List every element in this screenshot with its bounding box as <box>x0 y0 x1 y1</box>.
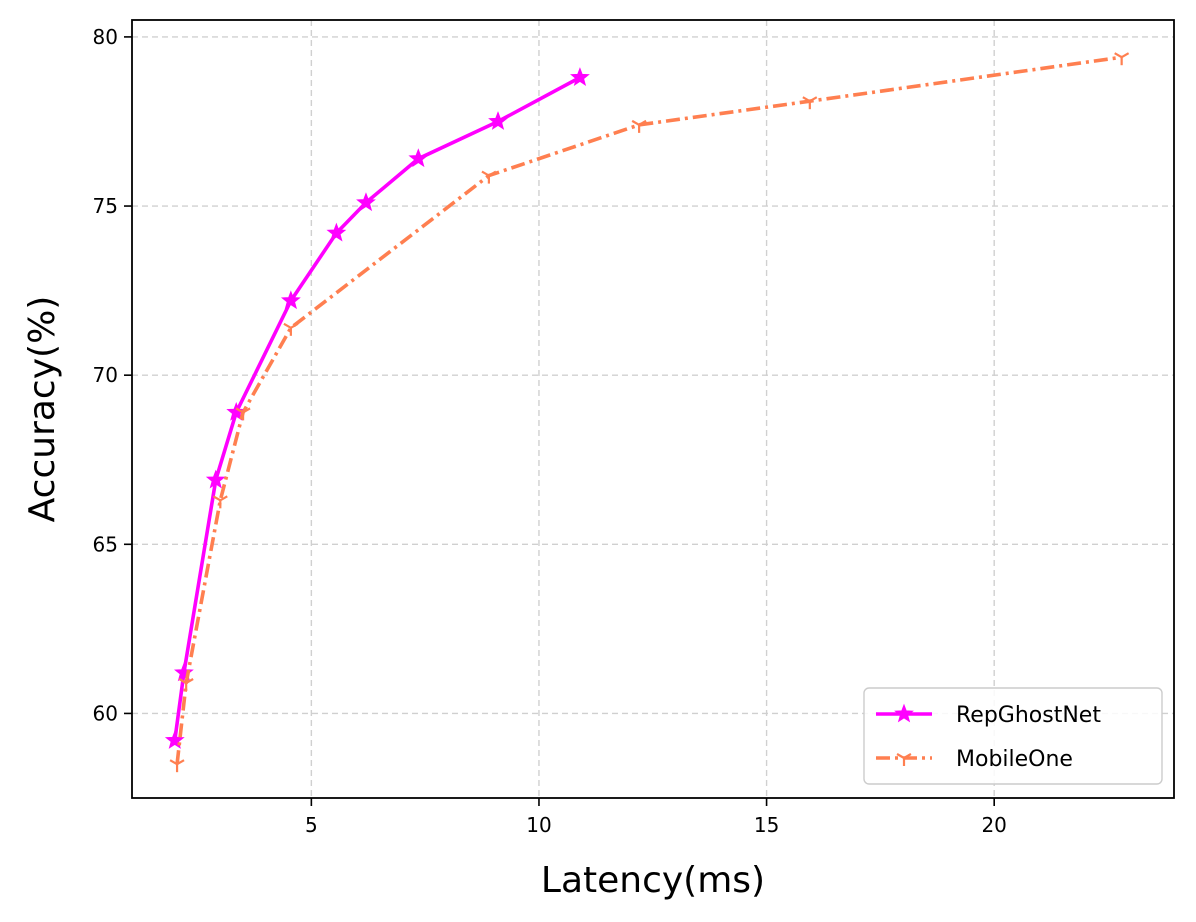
legend-label: RepGhostNet <box>956 703 1101 728</box>
data-point <box>570 67 590 86</box>
data-point <box>280 290 301 310</box>
data-point <box>205 469 226 489</box>
legend-swatch-marker <box>896 753 912 766</box>
data-point <box>1114 52 1130 66</box>
legend: RepGhostNet MobileOne <box>863 687 1163 785</box>
data-point <box>212 495 228 509</box>
series-line <box>175 55 1122 765</box>
data-point <box>408 148 429 168</box>
y-tick-label: 80 <box>93 25 118 49</box>
data-point <box>802 96 818 110</box>
data-point <box>173 662 194 682</box>
x-tick-label: 20 <box>981 813 1006 837</box>
y-axis-title: Accuracy(%) <box>22 296 63 523</box>
legend-label: MobileOne <box>956 747 1073 772</box>
plot-frame <box>131 19 1175 799</box>
data-point <box>283 322 299 336</box>
y-tick-label: 60 <box>93 701 118 725</box>
x-tick-label: 10 <box>526 813 551 837</box>
series-repghostnet <box>164 67 590 749</box>
x-axis-title: Latency(ms) <box>541 860 765 901</box>
y-tick-label: 70 <box>93 363 118 387</box>
series-mobileone <box>169 52 1130 773</box>
data-point <box>169 759 185 773</box>
grid <box>132 20 1174 798</box>
data-point <box>356 192 376 212</box>
data-point <box>326 222 347 242</box>
y-tick-label: 65 <box>93 532 118 556</box>
data-point <box>164 730 185 749</box>
data-point <box>488 111 508 130</box>
legend-item: RepGhostNet <box>876 703 1101 728</box>
legend-swatch-marker <box>894 703 914 723</box>
y-tick-label: 75 <box>93 194 118 218</box>
x-tick-label: 5 <box>305 813 318 837</box>
data-point <box>235 407 251 421</box>
x-tick-label: 15 <box>754 813 779 837</box>
data-point <box>178 678 194 691</box>
legend-box <box>863 687 1163 785</box>
series-line <box>173 75 581 741</box>
legend-item: MobileOne <box>876 747 1073 772</box>
data-point <box>481 170 497 184</box>
data-point <box>631 119 647 133</box>
axis-ticks: 5 10 15 20 60 65 70 75 80 <box>93 25 1007 837</box>
plot-series <box>164 52 1130 773</box>
